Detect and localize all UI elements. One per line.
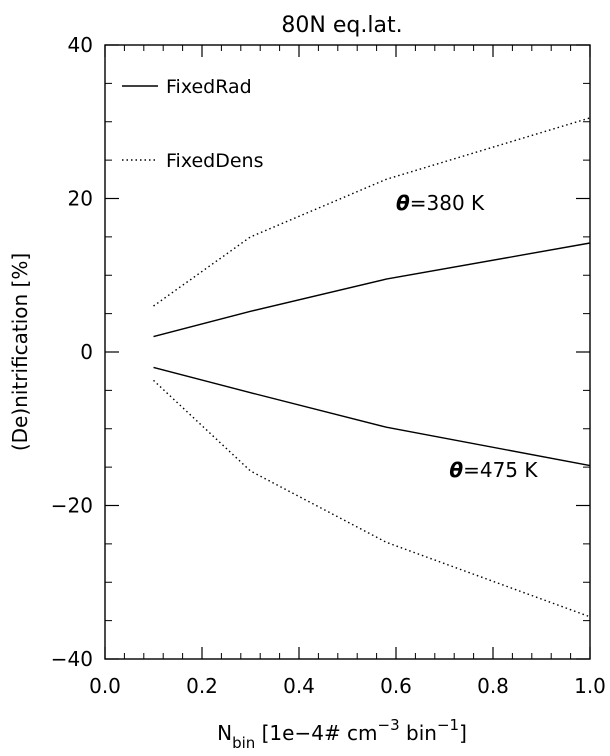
y-tick-label: −40 — [51, 647, 93, 671]
series-fixedrad-475k — [153, 366, 591, 467]
y-axis-label: (De)nitrification [%] — [8, 253, 32, 451]
theta-annotation: θ=475 K — [449, 458, 538, 482]
x-axis-label: Nbin [1e−4# cm−3 bin−1] — [217, 716, 467, 752]
x-tick-label: 1.0 — [574, 674, 606, 698]
series-fixedrad-380k — [153, 242, 591, 338]
legend-label-fixedrad: FixedRad — [166, 76, 252, 98]
x-axis-label-sub: bin — [232, 734, 255, 752]
x-axis-label-main: N — [217, 721, 232, 745]
series-lines — [153, 117, 591, 618]
legend: FixedRad FixedDens — [122, 76, 264, 172]
x-tick-label: 0.8 — [477, 674, 509, 698]
x-tick-label: 0.4 — [283, 674, 315, 698]
y-tick-label: 40 — [68, 33, 93, 57]
y-tick-label: 20 — [68, 187, 93, 211]
y-tick-label: 0 — [80, 340, 93, 364]
series-fixeddens-475k — [153, 379, 591, 618]
x-tick-label: 0.0 — [89, 674, 121, 698]
series-fixeddens-380k — [153, 117, 591, 307]
annotations: θ=380 K θ=475 K — [396, 191, 538, 482]
chart-title: 80N eq.lat. — [281, 13, 402, 38]
plot-frame — [104, 44, 591, 660]
x-axis-label-unit-mid: bin — [400, 721, 437, 745]
tick-labels: 0.0 0.2 0.4 0.6 0.8 1.0 40 20 0 −20 −40 — [51, 33, 606, 698]
theta-annotation: θ=380 K — [396, 191, 485, 215]
x-tick-label: 0.6 — [380, 674, 412, 698]
x-tick-label: 0.2 — [186, 674, 218, 698]
axis-ticks — [104, 44, 591, 660]
y-tick-label: −20 — [51, 494, 93, 518]
x-axis-label-unit-open: [1e−4# cm — [255, 721, 377, 745]
x-axis-label-unit-close: ] — [459, 721, 467, 745]
x-axis-label-exp1: −3 — [378, 716, 400, 734]
x-axis-label-exp2: −1 — [437, 716, 459, 734]
legend-label-fixeddens: FixedDens — [166, 150, 264, 172]
